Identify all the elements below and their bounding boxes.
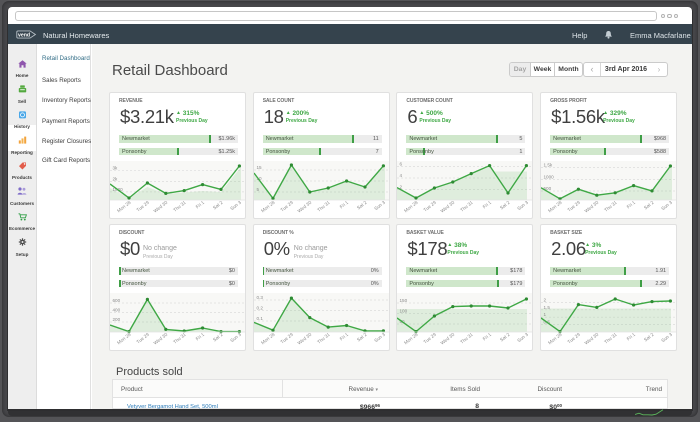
svg-text:Wed 30: Wed 30	[296, 332, 312, 346]
svg-text:Fri 1: Fri 1	[338, 332, 349, 342]
svg-text:Sun 3: Sun 3	[229, 332, 242, 344]
svg-text:vend: vend	[18, 33, 30, 39]
svg-text:200: 200	[113, 317, 121, 322]
svg-text:6: 6	[400, 162, 403, 167]
svg-text:Sun 3: Sun 3	[517, 200, 530, 212]
svg-text:Sat 2: Sat 2	[499, 332, 511, 343]
svg-text:Sun 3: Sun 3	[517, 332, 530, 344]
svg-text:Mon 28: Mon 28	[547, 200, 563, 214]
svg-text:Thu 31: Thu 31	[460, 332, 475, 345]
svg-text:Wed 30: Wed 30	[584, 200, 600, 214]
svg-text:Mon 28: Mon 28	[260, 332, 276, 346]
svg-text:Thu 31: Thu 31	[603, 200, 618, 213]
svg-text:0.1: 0.1	[256, 316, 263, 321]
svg-text:Fri 1: Fri 1	[338, 200, 349, 210]
svg-text:Tue 29: Tue 29	[279, 332, 294, 345]
svg-text:Wed 30: Wed 30	[296, 200, 312, 214]
svg-text:Tue 29: Tue 29	[136, 332, 151, 345]
svg-text:Thu 31: Thu 31	[172, 200, 187, 213]
svg-text:1.5k: 1.5k	[544, 163, 553, 168]
svg-text:1000: 1000	[544, 175, 555, 180]
svg-text:Tue 29: Tue 29	[423, 200, 438, 213]
svg-text:400: 400	[113, 308, 121, 313]
svg-text:100: 100	[400, 309, 408, 314]
svg-text:Sat 2: Sat 2	[643, 200, 655, 211]
svg-text:Tue 29: Tue 29	[136, 200, 151, 213]
svg-text:Fri 1: Fri 1	[482, 200, 493, 210]
svg-text:Tue 29: Tue 29	[279, 200, 294, 213]
svg-text:150: 150	[400, 298, 408, 303]
svg-text:Sun 3: Sun 3	[373, 332, 386, 344]
svg-text:Sun 3: Sun 3	[229, 200, 242, 212]
svg-text:500: 500	[544, 186, 552, 191]
svg-text:Mon 28: Mon 28	[404, 200, 420, 214]
svg-text:2: 2	[400, 185, 403, 190]
svg-text:Thu 31: Thu 31	[172, 332, 187, 345]
svg-text:Mon 28: Mon 28	[116, 200, 132, 214]
svg-text:3k: 3k	[113, 165, 119, 170]
svg-text:Sat 2: Sat 2	[643, 332, 655, 343]
svg-text:1: 1	[544, 312, 547, 317]
svg-text:Fri 1: Fri 1	[195, 200, 206, 210]
svg-text:Tue 29: Tue 29	[423, 332, 438, 345]
svg-text:600: 600	[113, 298, 121, 303]
svg-text:Sat 2: Sat 2	[499, 200, 511, 211]
svg-text:Fri 1: Fri 1	[482, 332, 493, 342]
svg-text:0.2: 0.2	[256, 306, 263, 311]
svg-text:Thu 31: Thu 31	[460, 200, 475, 213]
svg-text:4: 4	[400, 173, 403, 178]
svg-text:Wed 30: Wed 30	[440, 332, 456, 346]
svg-text:Sun 3: Sun 3	[373, 200, 386, 212]
svg-text:Sat 2: Sat 2	[356, 332, 368, 343]
svg-text:Mon 28: Mon 28	[547, 332, 563, 346]
svg-text:Sat 2: Sat 2	[356, 200, 368, 211]
svg-text:Sat 2: Sat 2	[212, 200, 224, 211]
svg-text:Wed 30: Wed 30	[153, 332, 169, 346]
svg-text:Tue 29: Tue 29	[567, 200, 582, 213]
svg-text:Thu 31: Thu 31	[316, 332, 331, 345]
svg-text:Sun 3: Sun 3	[660, 332, 673, 344]
svg-text:Thu 31: Thu 31	[603, 332, 618, 345]
svg-text:1.5: 1.5	[544, 305, 551, 310]
svg-text:10: 10	[256, 176, 262, 181]
svg-text:Sun 3: Sun 3	[660, 200, 673, 212]
svg-text:Wed 30: Wed 30	[584, 332, 600, 346]
svg-text:Mon 28: Mon 28	[116, 332, 132, 346]
svg-text:Wed 30: Wed 30	[440, 200, 456, 214]
svg-text:Sat 2: Sat 2	[212, 332, 224, 343]
svg-text:15: 15	[256, 165, 262, 170]
svg-text:Tue 29: Tue 29	[567, 332, 582, 345]
svg-text:Mon 28: Mon 28	[404, 332, 420, 346]
svg-text:Mon 28: Mon 28	[260, 200, 276, 214]
svg-text:2: 2	[544, 297, 547, 302]
svg-text:0.3: 0.3	[256, 295, 263, 300]
svg-text:Wed 30: Wed 30	[153, 200, 169, 214]
svg-text:5: 5	[256, 187, 259, 192]
svg-text:Fri 1: Fri 1	[195, 332, 206, 342]
svg-text:Fri 1: Fri 1	[626, 332, 637, 342]
svg-text:2k: 2k	[113, 177, 119, 182]
svg-text:Fri 1: Fri 1	[626, 200, 637, 210]
svg-text:Thu 31: Thu 31	[316, 200, 331, 213]
